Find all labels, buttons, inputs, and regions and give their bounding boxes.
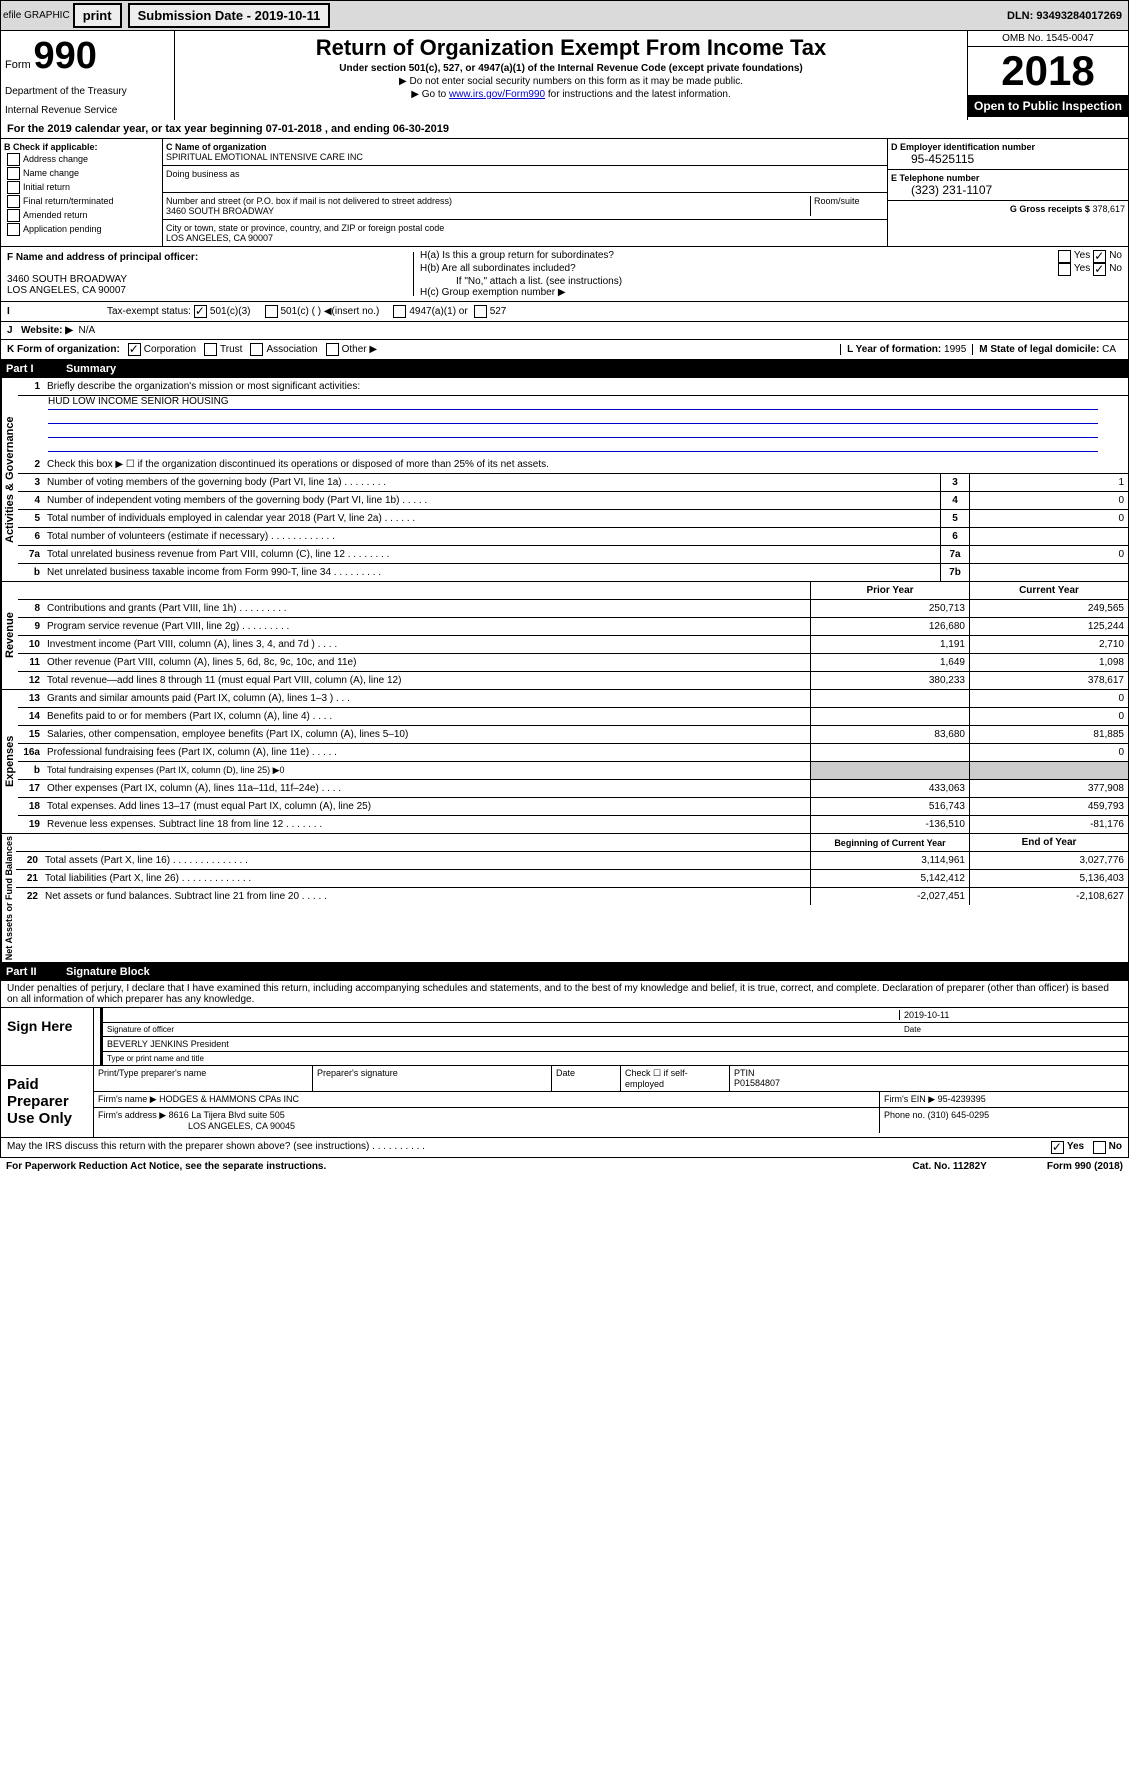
sign-here: Sign Here 2019-10-11 Signature of office… (0, 1008, 1129, 1066)
revenue-section: Revenue Prior YearCurrent Year 8Contribu… (0, 582, 1129, 690)
activities-section: Activities & Governance 1Briefly describ… (0, 378, 1129, 582)
omb: OMB No. 1545-0047 (968, 31, 1128, 47)
tax-year-line: For the 2019 calendar year, or tax year … (1, 120, 1128, 139)
perjury-text: Under penalties of perjury, I declare th… (0, 981, 1129, 1008)
form-label: Form (5, 59, 31, 71)
i-label: Tax-exempt status: (107, 306, 191, 317)
tax-year: 2018 (968, 47, 1128, 95)
discuss-row: May the IRS discuss this return with the… (0, 1138, 1129, 1158)
dln: DLN: 93493284017269 (1007, 10, 1122, 22)
paid-preparer: Paid Preparer Use Only Print/Type prepar… (0, 1066, 1129, 1138)
subtitle-2: ▶ Do not enter social security numbers o… (179, 76, 963, 87)
part-2-header: Part IISignature Block (0, 963, 1129, 981)
subtitle-3: ▶ Go to www.irs.gov/Form990 for instruct… (179, 89, 963, 100)
top-bar: efile GRAPHIC print Submission Date - 20… (0, 0, 1129, 31)
expenses-section: Expenses 13Grants and similar amounts pa… (0, 690, 1129, 834)
net-assets-section: Net Assets or Fund Balances Beginning of… (0, 834, 1129, 963)
subtitle-1: Under section 501(c), 527, or 4947(a)(1)… (179, 63, 963, 74)
f-label: F Name and address of principal officer: (7, 252, 198, 263)
main-title: Return of Organization Exempt From Incom… (179, 35, 963, 61)
open-inspection: Open to Public Inspection (968, 95, 1128, 117)
j-label: Website: ▶ (21, 325, 73, 336)
mission-text: HUD LOW INCOME SENIOR HOUSING (48, 396, 1098, 410)
section-c: C Name of organizationSPIRITUAL EMOTIONA… (163, 139, 888, 246)
k-label: K Form of organization: (7, 344, 120, 355)
footer: For Paperwork Reduction Act Notice, see … (0, 1158, 1129, 1175)
section-right: D Employer identification number95-45251… (888, 139, 1128, 246)
h-b-label: H(b) Are all subordinates included? (420, 263, 1055, 276)
form-header: Form 990 Department of the Treasury Inte… (0, 31, 1129, 120)
form-number: 990 (33, 35, 96, 77)
print-button[interactable]: print (73, 3, 122, 28)
h-a-label: H(a) Is this a group return for subordin… (420, 250, 1055, 263)
efile-label: efile GRAPHIC (3, 10, 70, 21)
dept: Department of the Treasury (5, 86, 170, 97)
section-b: B Check if applicable: Address change Na… (1, 139, 163, 246)
irs: Internal Revenue Service (5, 105, 170, 116)
irs-link[interactable]: www.irs.gov/Form990 (449, 89, 545, 100)
part-1-header: Part ISummary (0, 360, 1129, 378)
submission-date: Submission Date - 2019-10-11 (128, 3, 331, 28)
h-c-label: H(c) Group exemption number ▶ (420, 287, 1122, 298)
